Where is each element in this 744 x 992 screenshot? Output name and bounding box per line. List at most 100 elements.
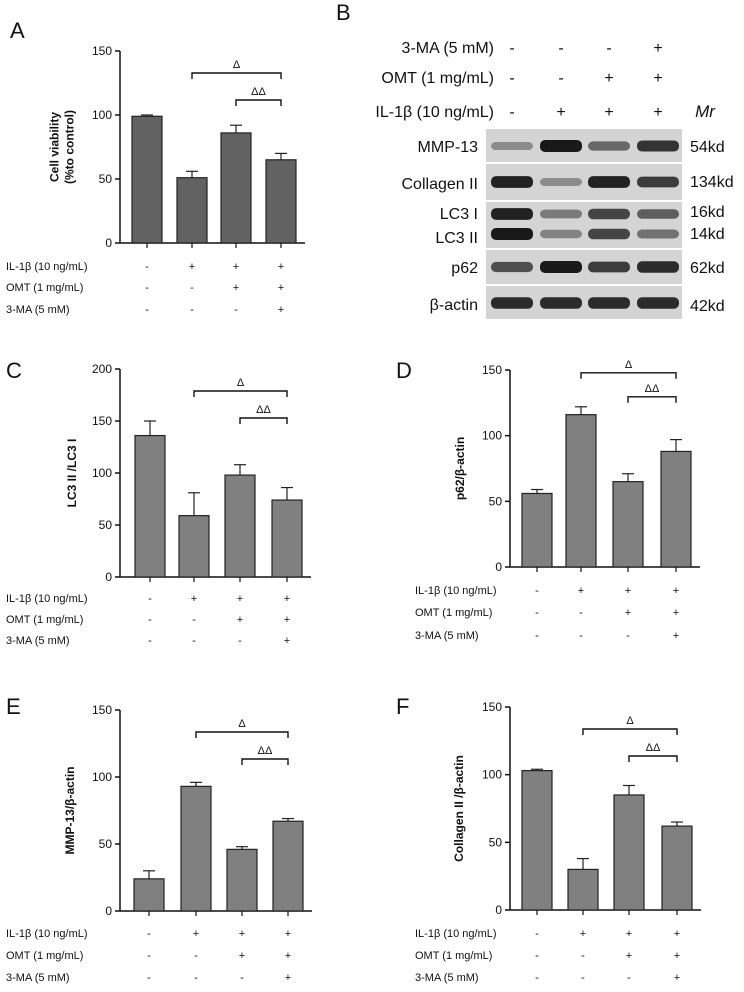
y-tick-label: 0	[495, 903, 502, 917]
condition-sign: +	[193, 928, 199, 940]
condition-sign: +	[674, 972, 680, 984]
blot-band	[588, 141, 630, 151]
bar	[271, 499, 303, 578]
band-name-label: LC3 II	[435, 230, 478, 247]
condition-sign: -	[535, 585, 539, 597]
band-name-label: β-actin	[430, 297, 478, 314]
condition-sign: -	[148, 635, 152, 647]
bar	[176, 177, 208, 244]
significance-label: ΔΔ	[251, 86, 266, 98]
condition-sign: +	[578, 585, 584, 597]
condition-sign: -	[579, 630, 583, 642]
blot-band	[540, 209, 582, 219]
condition-label: IL-1β (10 ng/mL)	[415, 928, 497, 940]
condition-sign: +	[580, 928, 586, 940]
panel-letter: A	[10, 18, 25, 43]
bar	[224, 474, 256, 578]
blot-condition-label: 3-MA (5 mM)	[402, 40, 494, 57]
significance-bracket	[627, 396, 677, 403]
y-tick-label: 150	[482, 363, 502, 377]
condition-sign: +	[284, 635, 290, 647]
significance-bracket	[241, 758, 289, 765]
condition-sign: +	[233, 282, 239, 294]
condition-sign: -	[192, 635, 196, 647]
y-tick-label: 100	[92, 108, 112, 122]
blot-band	[491, 261, 533, 273]
y-tick-label: 50	[489, 494, 503, 508]
condition-label: 3-MA (5 mM)	[415, 630, 479, 642]
blot-condition-sign: +	[604, 70, 613, 87]
western-blot: B3-MA (5 mM) - - - +OMT (1 mg/mL) - - + +IL-1β (…	[336, 0, 734, 319]
blot-band	[637, 297, 679, 309]
condition-label: 3-MA (5 mM)	[415, 972, 479, 984]
blot-band	[491, 176, 533, 188]
blot-band	[637, 229, 679, 239]
condition-sign: +	[626, 928, 632, 940]
bar	[613, 794, 645, 911]
condition-sign: -	[190, 304, 194, 316]
condition-sign: -	[238, 635, 242, 647]
band-name-label: p62	[451, 260, 478, 277]
y-axis-label: Collagen II /β-actin	[452, 755, 466, 862]
bar	[220, 132, 252, 244]
blot-band	[540, 177, 582, 187]
bar	[226, 848, 258, 912]
band-size-label: 54kd	[690, 139, 725, 156]
bar	[521, 492, 553, 568]
panel-letter: E	[6, 694, 21, 719]
blot-band	[540, 140, 582, 152]
band-name-label: Collagen II	[402, 176, 479, 193]
band-size-label: 14kd	[690, 226, 725, 243]
condition-sign: +	[278, 304, 284, 316]
condition-sign: +	[189, 261, 195, 273]
blot-band	[637, 176, 679, 188]
blot-condition-sign: -	[606, 40, 611, 57]
bar	[660, 450, 692, 568]
condition-sign: +	[626, 950, 632, 962]
blot-condition-sign: -	[509, 70, 514, 87]
blot-band	[491, 228, 533, 240]
significance-label: Δ	[237, 377, 245, 389]
condition-sign: -	[190, 282, 194, 294]
blot-band	[588, 208, 630, 220]
condition-sign: +	[674, 928, 680, 940]
y-tick-label: 200	[92, 362, 112, 376]
blot-condition-sign: -	[558, 40, 563, 57]
y-tick-label: 150	[482, 700, 502, 714]
condition-sign: +	[278, 282, 284, 294]
condition-sign: -	[535, 630, 539, 642]
bar	[133, 878, 165, 912]
condition-sign: -	[627, 972, 631, 984]
condition-sign: -	[581, 950, 585, 962]
blot-band	[637, 140, 679, 152]
condition-label: IL-1β (10 ng/mL)	[6, 928, 88, 940]
condition-sign: -	[192, 614, 196, 626]
y-tick-label: 150	[92, 703, 112, 717]
blot-band	[540, 261, 582, 273]
blot-condition-label: OMT (1 mg/mL)	[381, 70, 494, 87]
blot-band	[491, 208, 533, 220]
condition-sign: -	[626, 630, 630, 642]
y-tick-label: 50	[489, 835, 503, 849]
significance-bracket	[580, 372, 677, 379]
condition-sign: -	[147, 928, 151, 940]
panel-letter: B	[336, 0, 351, 25]
y-tick-label: 50	[99, 837, 113, 851]
condition-sign: +	[285, 972, 291, 984]
condition-label: OMT (1 mg/mL)	[415, 950, 492, 962]
band-size-label: 62kd	[690, 260, 725, 277]
y-tick-label: 0	[105, 904, 112, 918]
condition-sign: +	[239, 928, 245, 940]
condition-label: 3-MA (5 mM)	[6, 304, 70, 316]
blot-condition-sign: +	[556, 104, 565, 121]
condition-sign: +	[237, 614, 243, 626]
significance-bracket	[195, 731, 289, 738]
condition-sign: +	[284, 593, 290, 605]
condition-sign: +	[625, 607, 631, 619]
panel-letter: F	[396, 694, 409, 719]
condition-sign: -	[234, 304, 238, 316]
band-name-label: MMP-13	[418, 139, 479, 156]
